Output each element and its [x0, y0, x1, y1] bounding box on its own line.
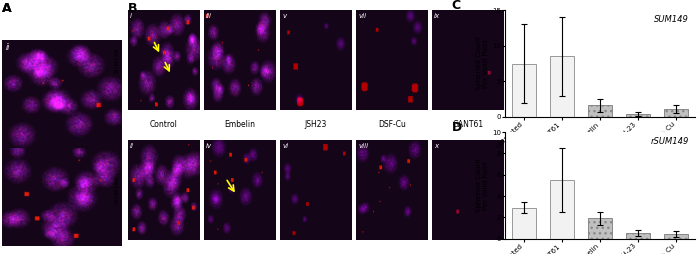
- Text: ii: ii: [130, 143, 134, 149]
- Bar: [626, 233, 650, 239]
- Text: ii: ii: [6, 43, 10, 52]
- Text: ix: ix: [434, 13, 440, 19]
- Text: vii: vii: [358, 13, 366, 19]
- Text: SUM149: SUM149: [654, 15, 690, 24]
- Bar: [587, 218, 612, 239]
- Text: viii: viii: [358, 143, 368, 149]
- Text: v: v: [282, 13, 286, 19]
- Text: SUM149: SUM149: [115, 47, 120, 73]
- Bar: [664, 234, 688, 239]
- Bar: [512, 64, 536, 117]
- Bar: [550, 180, 574, 239]
- Bar: [550, 56, 574, 117]
- Text: C: C: [452, 0, 461, 12]
- Bar: [512, 208, 536, 239]
- Text: B: B: [128, 2, 137, 15]
- Text: DSF-Cu: DSF-Cu: [378, 120, 406, 129]
- Text: rSUM149: rSUM149: [115, 176, 120, 204]
- Text: i: i: [130, 13, 132, 19]
- Text: iv: iv: [206, 143, 212, 149]
- Bar: [626, 114, 650, 117]
- Y-axis label: Spheroid Count
Per Valid Field: Spheroid Count Per Valid Field: [476, 37, 489, 90]
- Text: x: x: [434, 143, 438, 149]
- Text: iii: iii: [206, 13, 212, 19]
- Bar: [664, 109, 688, 117]
- Text: rSUM149: rSUM149: [651, 137, 690, 146]
- Text: A: A: [2, 2, 12, 15]
- Text: GANT61: GANT61: [452, 120, 484, 129]
- Text: Embelin: Embelin: [225, 120, 256, 129]
- Text: vi: vi: [282, 143, 288, 149]
- Text: JSH23: JSH23: [304, 120, 327, 129]
- Text: D: D: [452, 121, 462, 134]
- Y-axis label: Spheroid Count
Per Valid Field: Spheroid Count Per Valid Field: [476, 158, 489, 212]
- Text: Control: Control: [150, 120, 178, 129]
- Text: i: i: [6, 141, 8, 150]
- Bar: [587, 105, 612, 117]
- Text: A: A: [2, 2, 12, 15]
